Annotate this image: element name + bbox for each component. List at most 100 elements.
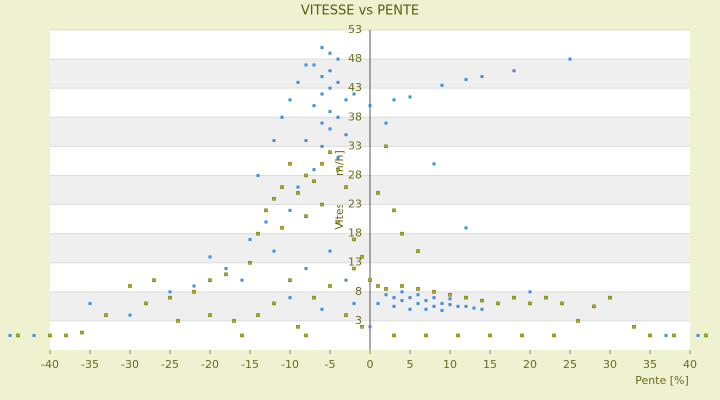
point: [320, 45, 324, 49]
point: [568, 57, 572, 61]
point: [288, 296, 292, 300]
point: [272, 196, 276, 201]
point: [168, 290, 172, 294]
point: [48, 333, 52, 338]
point: [448, 303, 452, 307]
x-tick-label: 30: [603, 358, 617, 371]
point: [288, 208, 292, 212]
point: [344, 185, 348, 189]
point: [336, 156, 340, 160]
point: [352, 92, 356, 96]
y-tick-label: 18: [348, 227, 362, 240]
point: [328, 249, 332, 253]
point: [192, 284, 196, 288]
y-tick-label: 33: [348, 139, 362, 152]
point: [208, 278, 212, 282]
point: [448, 297, 452, 301]
point: [272, 249, 276, 253]
point: [696, 333, 700, 337]
point: [392, 208, 396, 213]
point: [440, 301, 444, 305]
point: [424, 299, 428, 303]
x-tick-label: 20: [523, 358, 537, 371]
point: [312, 168, 316, 172]
point: [328, 127, 332, 131]
point: [312, 104, 316, 108]
point: [240, 278, 244, 282]
point: [400, 299, 404, 303]
point: [432, 162, 436, 166]
point: [464, 226, 468, 230]
point: [392, 98, 396, 102]
point: [416, 301, 420, 305]
series: [8, 45, 700, 337]
y-tick-label: 28: [348, 168, 362, 181]
point: [384, 121, 388, 125]
point: [376, 301, 380, 305]
point: [208, 255, 212, 259]
point: [264, 220, 268, 224]
point: [520, 333, 524, 338]
point: [664, 333, 668, 337]
point: [400, 231, 404, 236]
point: [328, 69, 332, 73]
point: [464, 295, 468, 300]
x-tick-label: -15: [241, 358, 259, 371]
point: [328, 109, 332, 113]
point: [296, 80, 300, 84]
point: [232, 319, 236, 323]
point: [360, 324, 364, 329]
point: [384, 287, 388, 291]
point: [208, 313, 212, 317]
point: [272, 301, 276, 306]
point: [672, 333, 676, 338]
point: [408, 95, 412, 99]
point: [512, 295, 516, 300]
point: [336, 220, 340, 224]
point: [312, 179, 316, 184]
point: [328, 150, 332, 154]
point: [336, 57, 340, 61]
point: [368, 278, 372, 282]
point: [64, 333, 68, 338]
x-tick-label: 40: [683, 358, 697, 371]
point: [256, 313, 260, 317]
point: [152, 278, 156, 282]
point: [272, 139, 276, 143]
point: [296, 324, 300, 329]
y-tick-label: 43: [348, 81, 362, 94]
point: [104, 313, 108, 317]
point: [240, 333, 244, 338]
point: [344, 133, 348, 137]
point: [312, 63, 316, 67]
point: [432, 296, 436, 300]
point: [432, 290, 436, 294]
point: [264, 208, 268, 213]
point: [248, 237, 252, 241]
point: [456, 333, 460, 338]
point: [280, 115, 284, 119]
x-axis-label: Pente [%]: [635, 374, 689, 387]
point: [416, 249, 420, 253]
point: [488, 333, 492, 338]
point: [256, 173, 260, 177]
point: [416, 293, 420, 297]
point: [448, 292, 452, 297]
point: [344, 98, 348, 102]
point: [288, 98, 292, 102]
point: [336, 167, 340, 172]
point: [472, 306, 476, 310]
point: [312, 295, 316, 300]
point: [320, 92, 324, 96]
point: [496, 301, 500, 306]
x-tick-label: 35: [643, 358, 657, 371]
point: [32, 333, 36, 337]
point: [360, 255, 364, 259]
point: [456, 304, 460, 308]
x-tick-label: -40: [41, 358, 59, 371]
point: [128, 284, 132, 288]
chart-title: VITESSE vs PENTE: [301, 4, 419, 19]
point: [464, 77, 468, 81]
series: [16, 144, 708, 338]
